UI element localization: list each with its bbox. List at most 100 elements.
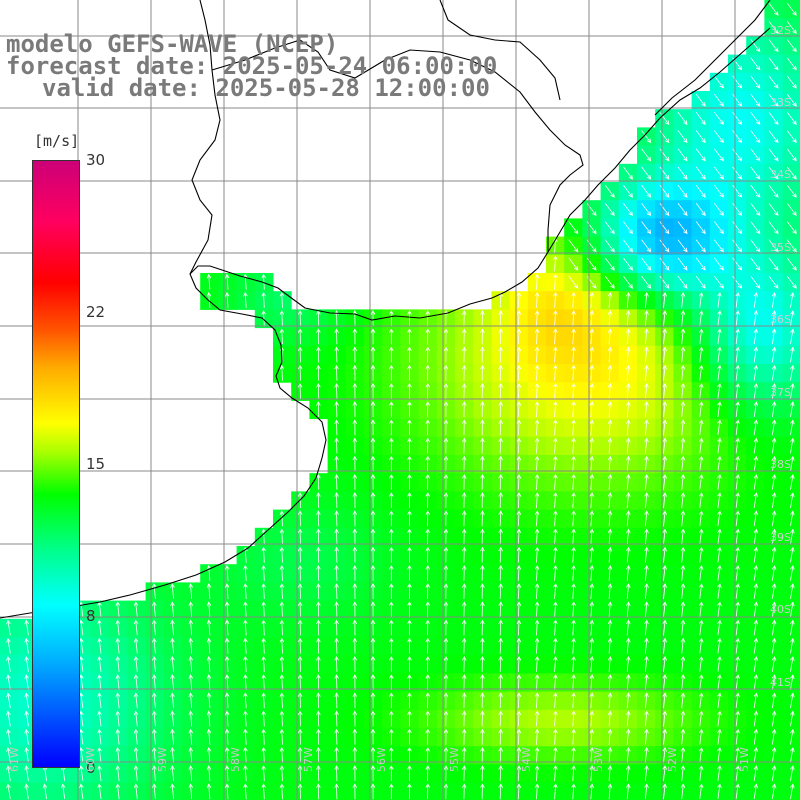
wind-arrow [24,692,29,709]
wind-arrow [644,528,649,545]
wind-arrow [717,401,722,417]
wind-arrow [461,346,467,363]
wind-arrow [170,783,175,800]
wind-arrow [243,564,248,581]
wind-arrow [698,437,704,454]
wind-arrow [352,346,358,363]
wind-arrow [516,492,522,509]
wind-arrow [698,656,704,672]
wind-arrow [644,746,649,763]
wind-arrow [389,510,394,527]
wind-arrow [698,292,704,308]
wind-arrow [626,564,631,581]
wind-arrow [735,474,740,490]
wind-arrow [316,674,321,691]
wind-arrow [626,710,631,727]
wind-arrow [735,437,740,454]
wind-arrow [732,275,743,289]
wind-arrow [407,710,412,727]
wind-arrow [425,637,431,654]
wind-arrow [786,275,797,289]
lat-label: 33S [770,96,791,109]
wind-arrow [680,401,686,418]
wind-arrow [389,564,394,581]
colorbar-tick-22: 22 [86,303,106,321]
wind-arrow [662,583,667,600]
wind-arrow [607,419,613,436]
wind-arrow [534,674,540,691]
wind-arrow [662,419,667,436]
wind-arrow [261,619,266,636]
wind-arrow [623,184,633,198]
wind-arrow [279,746,285,763]
wind-arrow [243,710,248,727]
wind-arrow [279,619,285,636]
wind-arrow [790,710,795,727]
wind-arrow [297,382,303,399]
wind-arrow [261,528,266,545]
wind-arrow [786,184,797,198]
wind-arrow [626,473,631,490]
wind-arrow [297,546,303,563]
wind-arrow [732,166,743,180]
wind-arrow [407,655,412,672]
wind-arrow [750,166,761,180]
wind-arrow [170,637,175,654]
wind-arrow [97,619,102,636]
wind-arrow [206,783,212,800]
wind-arrow [750,112,761,125]
wind-arrow [771,565,777,581]
wind-arrow [717,546,722,563]
wind-arrow [753,710,759,727]
wind-arrow [604,203,615,216]
wind-arrow [224,710,230,727]
wind-arrow [534,382,540,399]
wind-arrow [370,310,376,327]
wind-arrow [170,728,175,745]
wind-arrow [607,528,613,545]
wind-arrow [714,75,724,89]
wind-arrow [188,583,194,600]
wind-cell [782,254,800,274]
wind-arrow [133,710,139,727]
wind-arrow [480,692,485,709]
wind-arrow [316,564,321,581]
wind-arrow [626,419,631,436]
wind-arrow [516,455,522,472]
wind-arrow [607,637,613,654]
wind-arrow [623,166,633,180]
wind-arrow [680,492,686,509]
wind-arrow [626,692,631,709]
wind-arrow [717,528,722,545]
wind-arrow [6,747,11,763]
wind-arrow [680,419,686,436]
wind-arrow [334,583,339,600]
wind-arrow [370,710,376,727]
wind-arrow [115,765,121,782]
wind-arrow [626,510,631,527]
wind-arrow [735,692,740,709]
wind-arrow [115,728,121,745]
wind-arrow [516,783,522,800]
wind-arrow [188,765,194,782]
wind-arrow [516,692,522,709]
wind-arrow [680,528,686,545]
wind-arrow [170,746,175,763]
wind-arrow [659,166,670,180]
wind-arrow [297,783,303,800]
wind-arrow [790,455,795,472]
wind-arrow [407,473,412,490]
wind-arrow [623,239,633,253]
wind-arrow [97,637,102,654]
wind-arrow [370,564,376,581]
country-border [211,39,584,252]
wind-arrow [662,510,667,527]
wind-arrow [790,292,795,308]
wind-arrow [461,728,467,745]
wind-arrow [389,692,394,709]
wind-arrow [753,510,759,527]
wind-arrow [133,674,139,691]
wind-arrow [768,112,779,125]
wind-arrow [498,583,503,600]
wind-arrow [771,346,777,363]
